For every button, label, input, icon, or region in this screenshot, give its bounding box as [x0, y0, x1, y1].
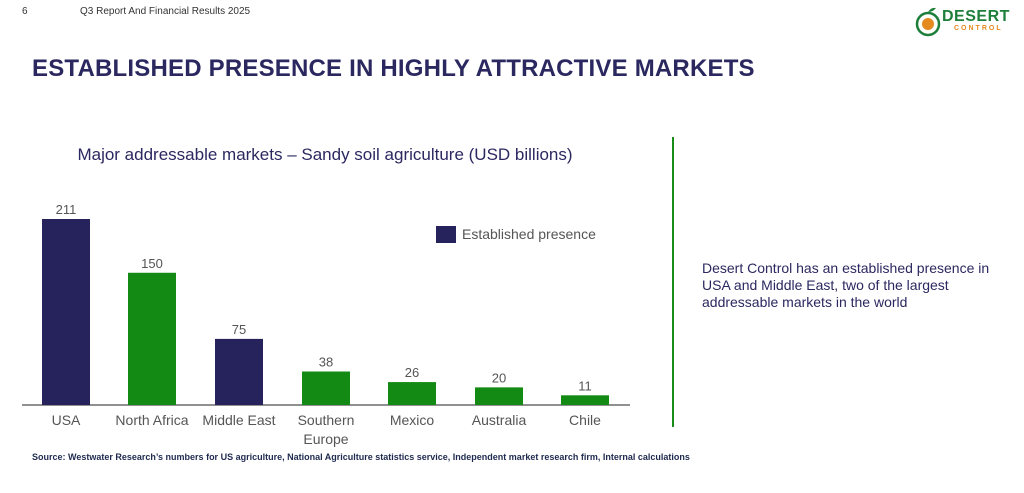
- vertical-divider: [672, 137, 674, 427]
- legend-swatch-established: [436, 226, 456, 243]
- x-tick-label: Chile: [569, 412, 601, 428]
- bar-chile: [561, 395, 609, 405]
- side-description: Desert Control has an established presen…: [702, 260, 990, 310]
- bar-australia: [475, 387, 523, 405]
- page-number: 6: [22, 6, 28, 17]
- logo-globe-icon: [915, 7, 941, 37]
- chart-title: Major addressable markets – Sandy soil a…: [77, 145, 573, 164]
- bar-middle-east: [215, 338, 263, 405]
- x-tick-label: USA: [52, 412, 81, 428]
- x-tick-label: Middle East: [202, 412, 275, 428]
- data-label: 38: [319, 355, 333, 370]
- data-label: 211: [56, 202, 77, 217]
- bar-north-africa: [128, 272, 176, 405]
- legend-label-established: Established presence: [462, 226, 596, 242]
- data-label: 20: [492, 370, 506, 385]
- slide-headline: ESTABLISHED PRESENCE IN HIGHLY ATTRACTIV…: [32, 55, 755, 82]
- logo-subtitle: CONTROL: [954, 25, 1003, 32]
- bar-mexico: [388, 382, 436, 405]
- bar-chart: 211 USA 150 North Africa 75 Middle East 38 Sout…: [22, 202, 630, 447]
- report-title: Q3 Report And Financial Results 2025: [80, 6, 251, 17]
- x-tick-label: Mexico: [390, 412, 435, 428]
- data-label: 150: [141, 256, 163, 271]
- data-label: 75: [232, 322, 246, 337]
- bar-southern-europe: [302, 371, 350, 405]
- desert-control-logo: DESERT CONTROL: [914, 4, 1009, 40]
- logo-wordmark: DESERT: [942, 8, 1010, 25]
- x-tick-label: Australia: [472, 412, 527, 428]
- source-note: Source: Westwater Research’s numbers for…: [32, 452, 690, 462]
- data-label: 11: [578, 378, 592, 393]
- x-tick-label: North Africa: [115, 412, 188, 428]
- x-tick-label: Southern Europe: [298, 412, 355, 447]
- data-label: 26: [405, 365, 419, 380]
- bar-usa: [42, 219, 90, 405]
